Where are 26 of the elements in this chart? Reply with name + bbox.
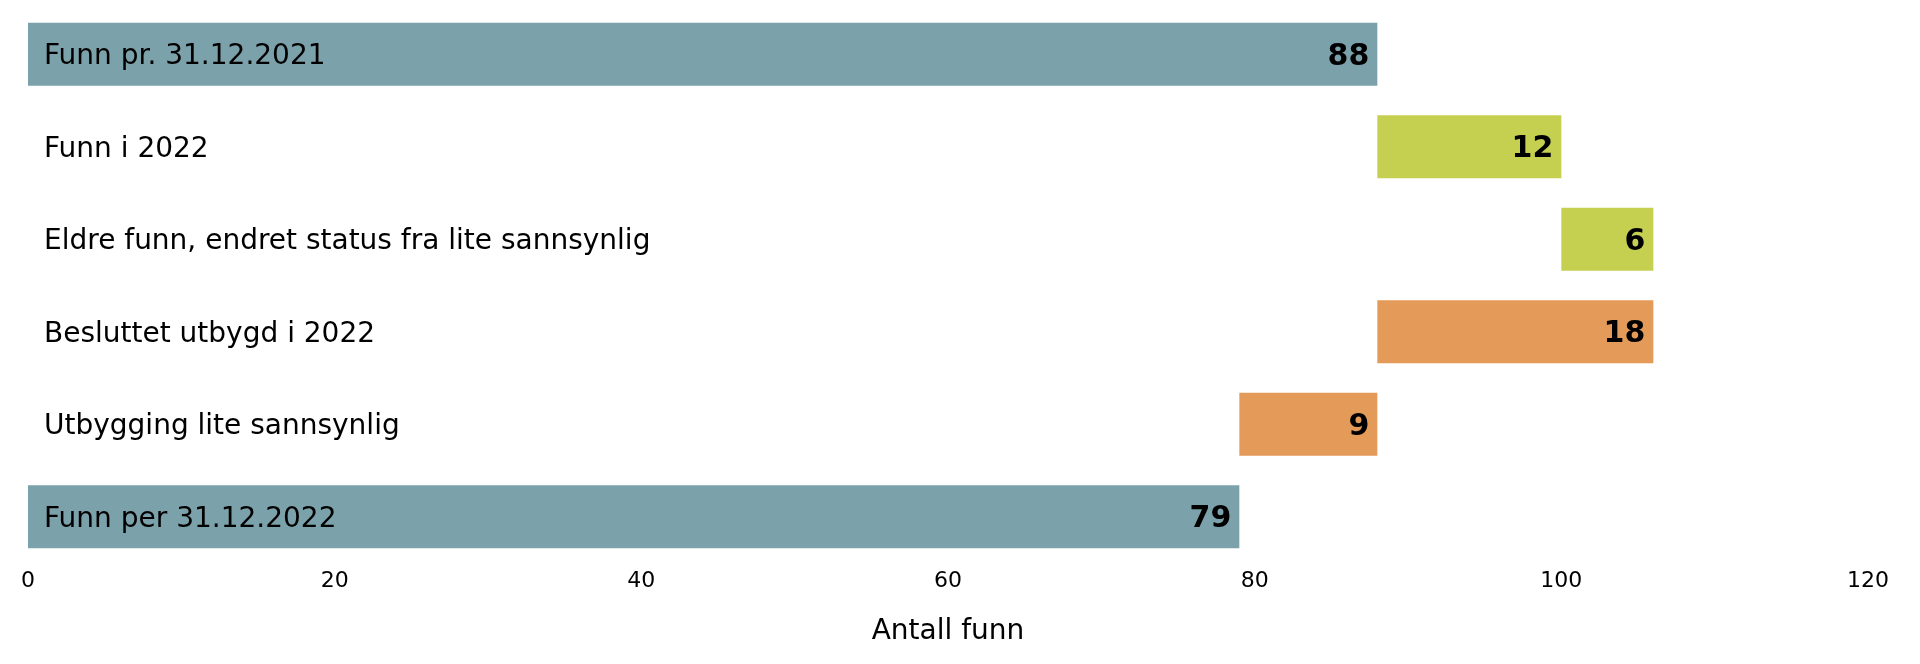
x-tick-label: 40 (627, 566, 656, 592)
x-tick-label: 100 (1540, 566, 1583, 592)
y-tick-label: Funn pr. 31.12.2021 (44, 38, 326, 72)
y-tick-label: Funn i 2022 (44, 130, 209, 164)
data-label: 18 (1603, 314, 1646, 350)
x-tick-label: 60 (934, 566, 962, 592)
bar (1377, 115, 1562, 179)
bar (28, 485, 1240, 549)
bar (1239, 392, 1378, 456)
x-tick-label: 80 (1240, 566, 1269, 592)
data-label: 79 (1189, 499, 1232, 535)
bar (28, 22, 1378, 86)
x-tick-label: 120 (1847, 566, 1889, 592)
x-axis-title: Antall funn (871, 613, 1025, 646)
data-label: 88 (1327, 36, 1370, 72)
y-tick-label: Besluttet utbygd i 2022 (44, 315, 376, 349)
y-tick-label: Funn per 31.12.2022 (44, 500, 337, 534)
bar (1377, 300, 1654, 364)
y-tick-label: Utbygging lite sannsynlig (44, 408, 400, 442)
y-tick-label: Eldre funn, endret status fra lite sannsynlig (44, 223, 651, 257)
x-tick-label: 20 (320, 566, 349, 592)
x-tick-label: 0 (21, 566, 35, 592)
data-label: 9 (1348, 406, 1370, 442)
bar (1561, 207, 1654, 271)
data-label: 6 (1624, 221, 1646, 257)
data-label: 12 (1511, 129, 1554, 165)
